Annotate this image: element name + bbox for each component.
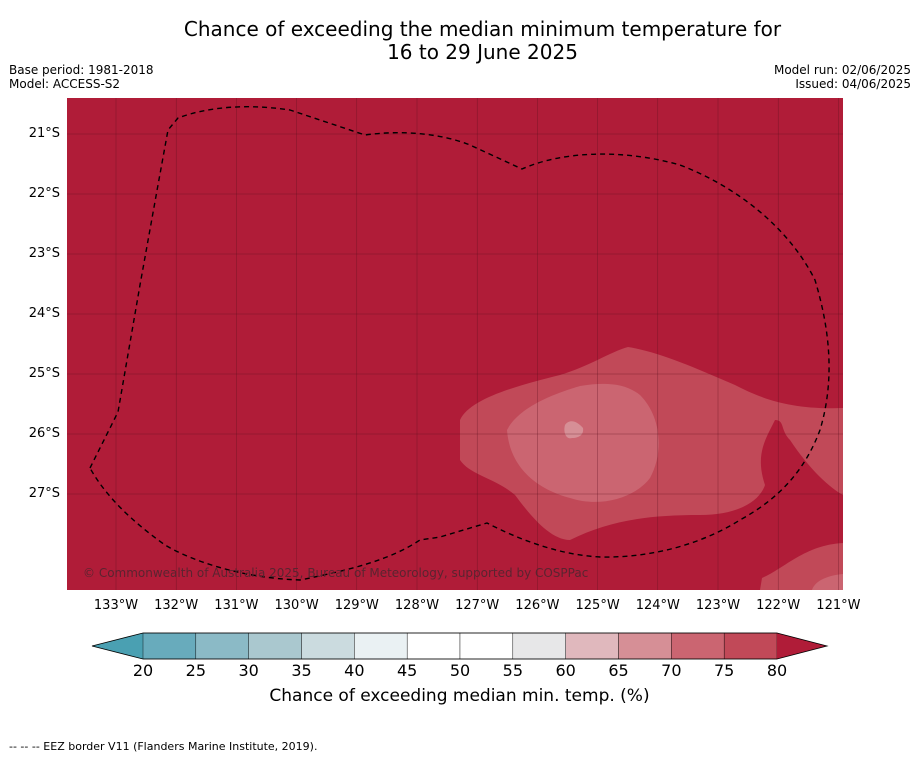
lat-label: 26°S	[28, 426, 60, 441]
lon-label: 122°W	[756, 598, 801, 613]
colorbar-segment	[671, 632, 725, 660]
lon-label: 132°W	[154, 598, 199, 613]
lat-label: 27°S	[28, 486, 60, 501]
lon-label: 124°W	[635, 598, 680, 613]
lat-label: 23°S	[28, 246, 60, 261]
meta-left: Base period: 1981-2018 Model: ACCESS-S2	[9, 63, 154, 91]
colorbar-tick-label: 55	[502, 661, 523, 680]
colorbar-segment	[723, 632, 778, 660]
lon-label: 126°W	[515, 598, 560, 613]
lon-label: 125°W	[575, 598, 620, 613]
eez-footnote: -- -- -- EEZ border V11 (Flanders Marine…	[9, 740, 318, 753]
colorbar-label: Chance of exceeding median min. temp. (%…	[269, 686, 650, 706]
region-70-75-south	[812, 574, 843, 590]
colorbar-segment	[565, 632, 619, 660]
model-name: Model: ACCESS-S2	[9, 77, 121, 91]
lon-label: 121°W	[816, 598, 861, 613]
lat-label: 25°S	[28, 366, 60, 381]
lon-label: 131°W	[214, 598, 259, 613]
lon-label: 127°W	[455, 598, 500, 613]
lon-label: 129°W	[334, 598, 379, 613]
colorbar-tick-label: 25	[185, 661, 206, 680]
title-line-1: Chance of exceeding the median minimum t…	[183, 17, 782, 41]
colorbar-tick-label: 60	[555, 661, 576, 680]
colorbar-segment	[195, 632, 249, 660]
map-title: Chance of exceeding the median minimum t…	[0, 18, 919, 64]
colorbar-segment	[618, 632, 672, 660]
copyright-notice: © Commonwealth of Australia 2025, Bureau…	[83, 566, 589, 580]
colorbar-over-arrow	[777, 633, 827, 659]
lat-label: 21°S	[28, 126, 60, 141]
model-run: Model run: 02/06/2025	[773, 63, 911, 77]
colorbar-outline	[91, 632, 829, 660]
colorbar-tick-label: 30	[238, 661, 259, 680]
lon-label: 128°W	[394, 598, 440, 613]
lat-label: 22°S	[28, 186, 60, 201]
base-period: Base period: 1981-2018	[9, 63, 154, 77]
region-75-80-south	[760, 543, 843, 590]
graticule	[67, 98, 843, 590]
lat-label: 24°S	[28, 306, 60, 321]
colorbar-tick-label: 40	[344, 661, 365, 680]
lon-label: 130°W	[274, 598, 319, 613]
colorbar-tick-label: 70	[661, 661, 682, 680]
colorbar-segments	[142, 632, 778, 660]
colorbar-segment	[459, 632, 514, 660]
colorbar-tick-label: 80	[766, 661, 788, 680]
colorbar-tick-label: 20	[132, 661, 154, 680]
region-70-75	[507, 383, 659, 502]
colorbar-segment	[142, 632, 197, 660]
colorbar-segment	[301, 632, 355, 660]
issued-date: Issued: 04/06/2025	[795, 77, 911, 91]
colorbar-tick-label: 50	[449, 661, 471, 680]
colorbar-tick-label: 75	[713, 661, 735, 680]
meta-right: Model run: 02/06/2025 Issued: 04/06/2025	[774, 63, 911, 91]
lon-label: 123°W	[695, 598, 741, 613]
eez-border	[89, 106, 830, 581]
colorbar-segment	[406, 632, 461, 660]
colorbar-tick-label: 65	[608, 661, 629, 680]
colorbar-segment	[354, 632, 408, 660]
colorbar-under-arrow	[92, 633, 143, 659]
colorbar-tick-label: 35	[291, 661, 312, 680]
colorbar-tick-label: 45	[396, 661, 418, 680]
colorbar-segment	[512, 632, 566, 660]
colorbar-segment	[248, 632, 302, 660]
lon-label: 133°W	[93, 598, 139, 613]
title-line-2: 16 to 29 June 2025	[387, 40, 578, 64]
